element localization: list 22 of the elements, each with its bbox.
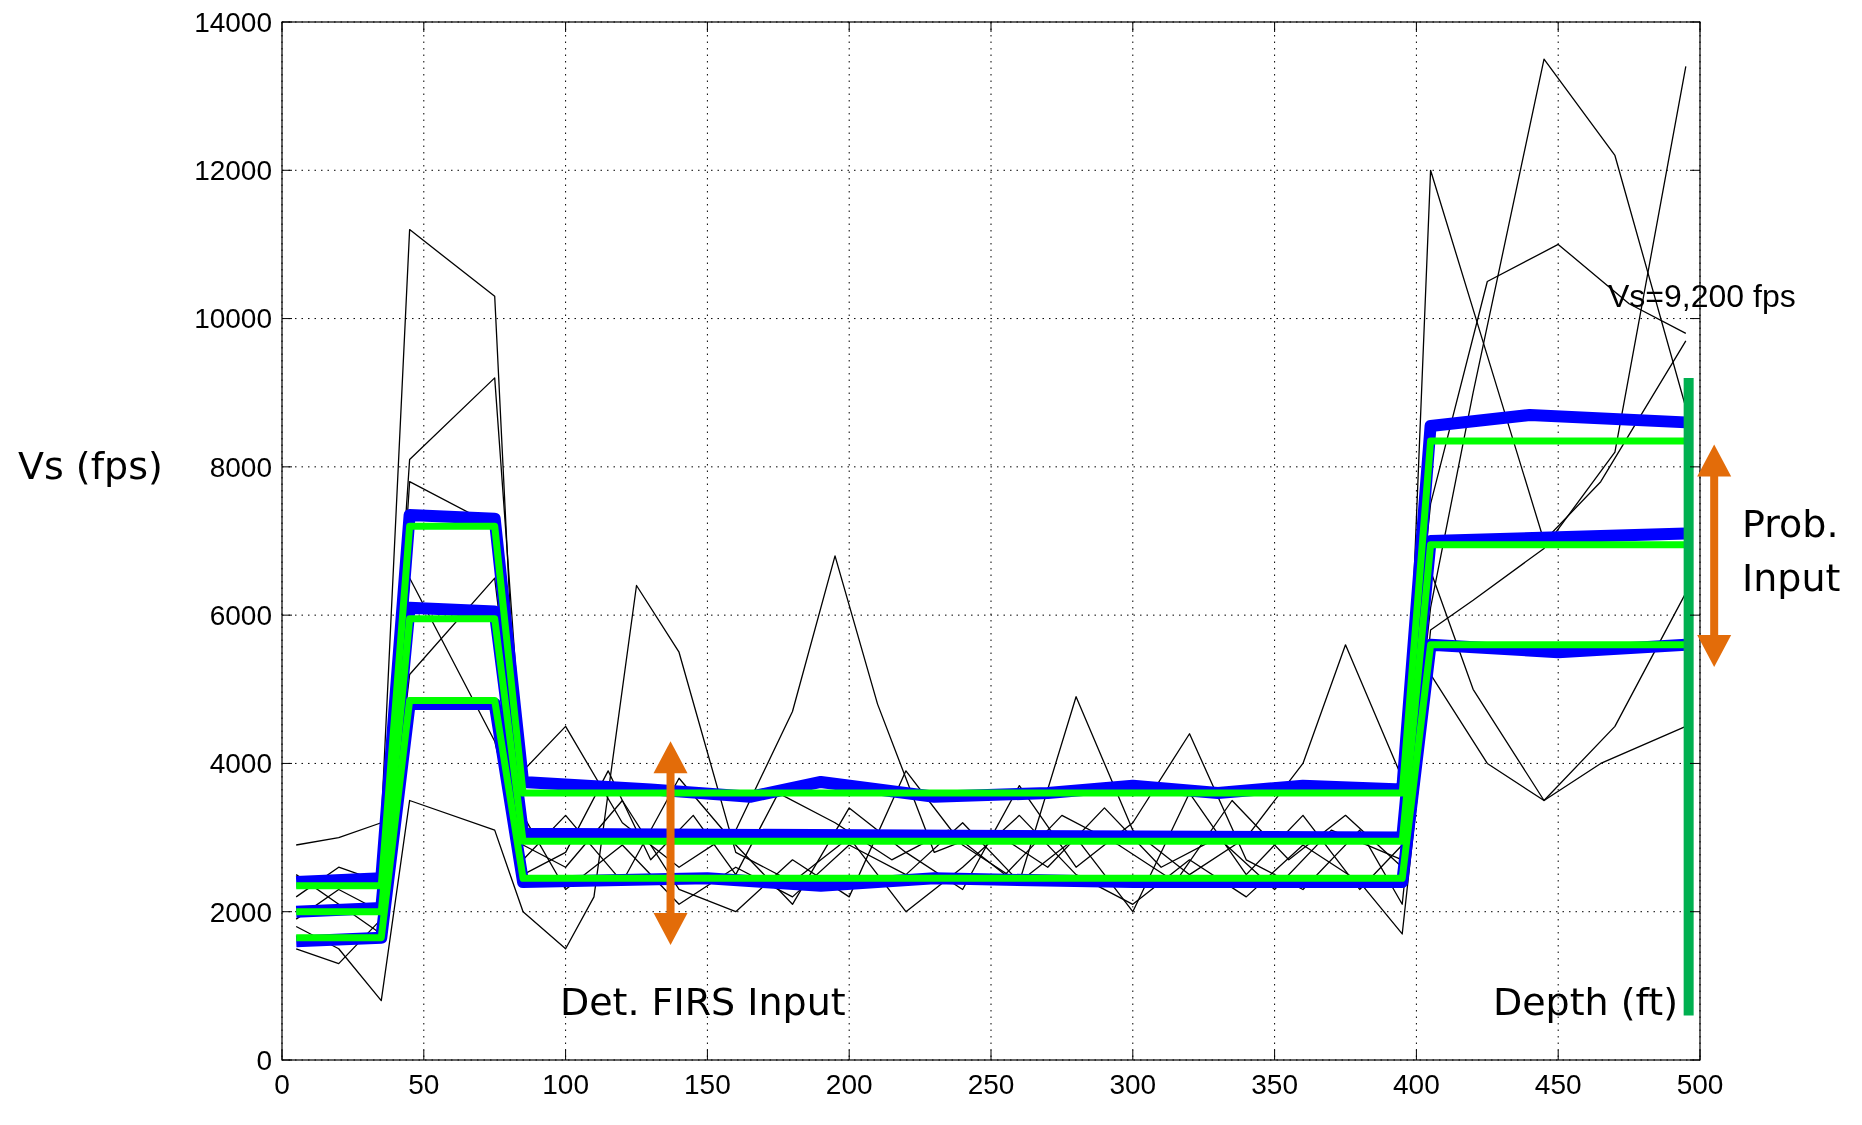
- x-tick-label: 50: [408, 1069, 440, 1100]
- x-tick-label: 100: [542, 1069, 589, 1100]
- x-tick-label: 150: [684, 1069, 731, 1100]
- text: Prob. Input: [1742, 502, 1841, 601]
- y-tick-label: 14000: [194, 6, 272, 38]
- x-tick-label: 450: [1534, 1069, 1582, 1100]
- x-tick-label: 200: [825, 1069, 873, 1100]
- y-axis-title: Vs (fps): [18, 443, 163, 488]
- x-tick-label: 500: [1676, 1069, 1724, 1100]
- y-tick-label: 4000: [209, 748, 272, 780]
- x-tick-label: 350: [1251, 1069, 1298, 1100]
- y-tick-label: 12000: [194, 155, 272, 187]
- y-tick-label: 2000: [209, 896, 272, 928]
- x-tick-label: 300: [1109, 1069, 1157, 1100]
- y-tick-label: 6000: [209, 599, 272, 631]
- y-tick-label: 10000: [194, 303, 272, 335]
- annotation: Det. FIRS Input: [559, 980, 846, 1024]
- x-axis-title: Depth (ft): [1492, 980, 1678, 1024]
- y-tick-label: 0: [256, 1044, 272, 1076]
- y-tick-label: 8000: [209, 451, 272, 483]
- x-tick-label: 400: [1393, 1069, 1440, 1100]
- x-tick-label: 250: [967, 1069, 1015, 1100]
